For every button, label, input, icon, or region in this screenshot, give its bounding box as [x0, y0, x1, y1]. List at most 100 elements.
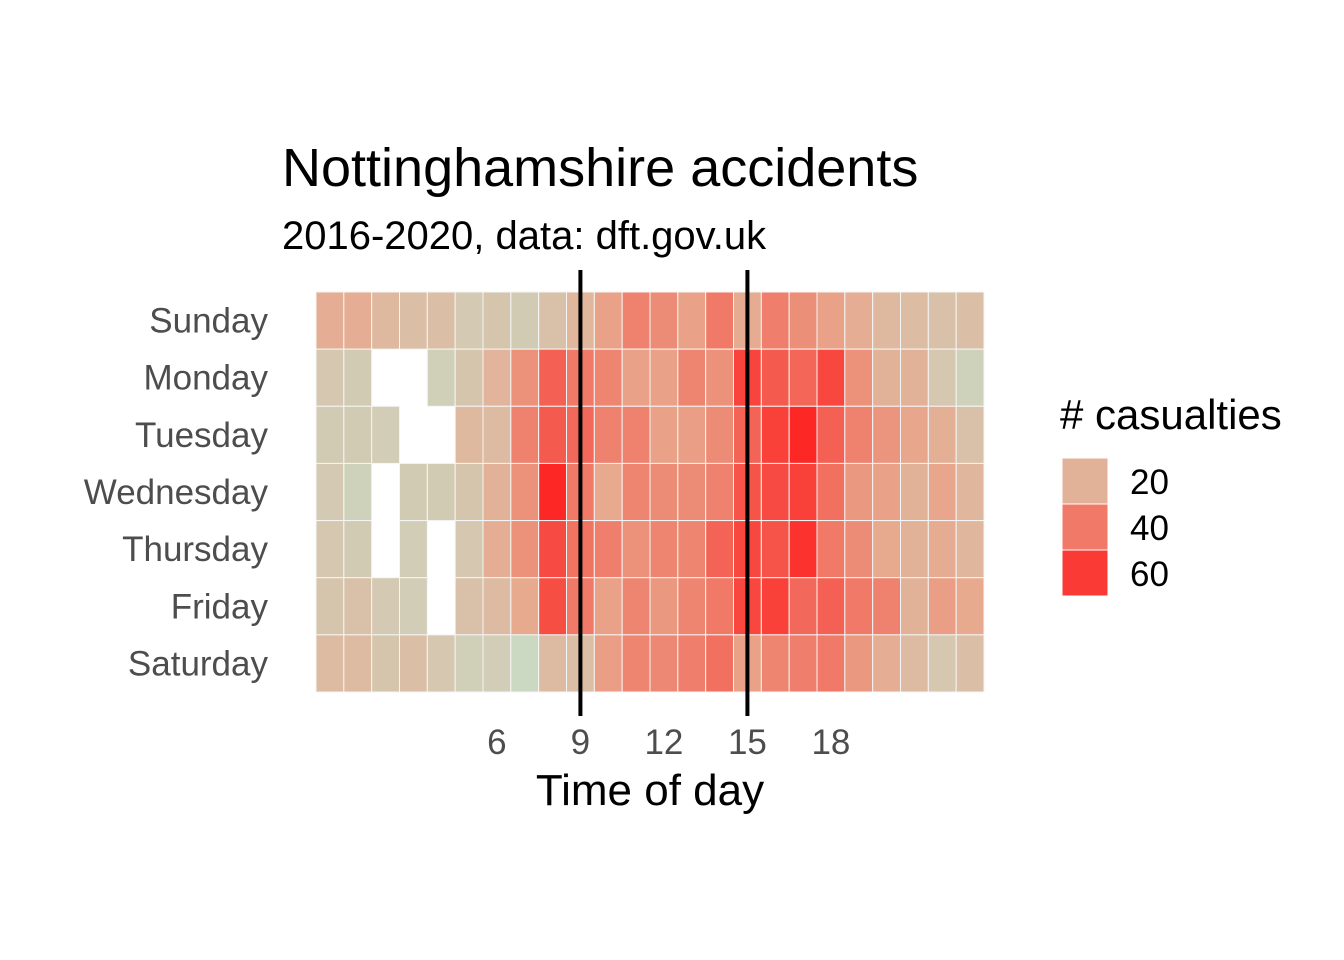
legend-swatch — [1061, 503, 1109, 551]
heatmap-tile — [872, 520, 902, 579]
heatmap-tile — [399, 291, 428, 350]
x-tick-label: 6 — [487, 723, 506, 762]
heatmap-tile — [621, 462, 651, 522]
heatmap-tile — [482, 577, 512, 636]
heatmap-tile — [816, 577, 846, 636]
heatmap-tile — [677, 405, 707, 464]
heatmap-tile — [426, 291, 456, 350]
heatmap-tile — [760, 405, 790, 464]
heatmap-tile — [677, 291, 707, 350]
heatmap-tile — [844, 462, 874, 522]
heatmap-tile — [399, 577, 428, 636]
heatmap-tile — [593, 291, 623, 350]
heatmap-tile — [621, 520, 651, 579]
heatmap-tile — [593, 520, 623, 579]
heatmap-tile — [399, 634, 428, 693]
heatmap-tile — [343, 462, 373, 522]
heatmap-tile — [705, 348, 735, 407]
heatmap-tile — [900, 405, 929, 464]
heatmap-tile — [900, 634, 929, 693]
heatmap-tile — [538, 577, 568, 636]
heatmap-tile — [844, 405, 874, 464]
heatmap-tile — [760, 348, 790, 407]
heatmap-tile — [900, 520, 929, 579]
heatmap-tile — [705, 634, 735, 693]
heatmap-tile — [927, 520, 957, 579]
heatmap-tile — [872, 462, 902, 522]
heatmap-tile — [621, 348, 651, 407]
heatmap-tile — [371, 577, 400, 636]
heatmap-tile — [705, 405, 735, 464]
heatmap-tile — [677, 577, 707, 636]
heatmap-tile — [927, 634, 957, 693]
x-tick-label: 15 — [728, 723, 767, 762]
heatmap-tile — [454, 405, 484, 464]
heatmap-tile — [955, 577, 985, 636]
heatmap-tile — [621, 291, 651, 350]
heatmap-tile — [649, 462, 679, 522]
heatmap-tile — [872, 291, 902, 350]
heatmap-tile — [872, 405, 902, 464]
heatmap-tile — [844, 577, 874, 636]
heatmap-tile — [760, 291, 790, 350]
y-axis-label: Saturday — [128, 644, 269, 683]
heatmap-tile — [788, 577, 818, 636]
y-axis-labels: Sunday Monday Tuesday Wednesday Thursday Frid… — [84, 302, 269, 684]
x-tick-label: 12 — [644, 723, 683, 762]
heatmap-tile — [900, 291, 929, 350]
heatmap-tile — [454, 634, 484, 693]
heatmap-tile — [315, 634, 345, 693]
x-tick-label: 18 — [811, 723, 850, 762]
heatmap-tiles — [315, 291, 985, 693]
heatmap-tile — [649, 348, 679, 407]
heatmap-tile — [649, 291, 679, 350]
heatmap-tile — [816, 520, 846, 579]
heatmap-tile — [677, 520, 707, 579]
heatmap-tile — [955, 634, 985, 693]
heatmap-tile — [315, 291, 345, 350]
heatmap-tile — [510, 520, 540, 579]
legend-title: # casualties — [1060, 391, 1282, 438]
heatmap-tile — [705, 577, 735, 636]
heatmap-tile — [760, 520, 790, 579]
heatmap-tile — [927, 348, 957, 407]
heatmap-tile — [844, 348, 874, 407]
x-axis-title: Time of day — [536, 766, 764, 815]
heatmap-tile — [510, 405, 540, 464]
heatmap-tile — [955, 348, 985, 407]
heatmap-tile — [315, 348, 345, 407]
y-axis-label: Tuesday — [135, 416, 268, 455]
heatmap-tile — [816, 348, 846, 407]
x-axis-ticks: 6 9 12 15 18 — [487, 723, 850, 762]
heatmap-tile — [482, 634, 512, 693]
heatmap-tile — [900, 462, 929, 522]
heatmap-tile — [677, 462, 707, 522]
heatmap-tile — [816, 462, 846, 522]
heatmap-tile — [454, 291, 484, 350]
heatmap-tile — [788, 520, 818, 579]
heatmap-tile — [426, 462, 456, 522]
heatmap-tile — [371, 405, 400, 464]
y-axis-label: Monday — [143, 359, 268, 398]
heatmap-tile — [399, 462, 428, 522]
heatmap-tile — [844, 291, 874, 350]
heatmap-tile — [760, 462, 790, 522]
heatmap-tile — [538, 291, 568, 350]
heatmap-tile — [593, 348, 623, 407]
heatmap-tile — [315, 520, 345, 579]
legend-swatch — [1061, 549, 1109, 597]
y-axis-label: Thursday — [122, 530, 268, 569]
heatmap-tile — [593, 462, 623, 522]
legend-label: 40 — [1130, 509, 1169, 548]
heatmap-tile — [788, 405, 818, 464]
heatmap-tile — [705, 291, 735, 350]
reference-lines — [578, 270, 750, 716]
heatmap-tile — [788, 634, 818, 693]
heatmap-tile — [315, 577, 345, 636]
heatmap-tile — [538, 348, 568, 407]
legend-swatch — [1061, 457, 1109, 505]
heatmap-tile — [343, 520, 373, 579]
heatmap-tile — [844, 634, 874, 693]
heatmap-tile — [788, 462, 818, 522]
heatmap-tile — [927, 405, 957, 464]
